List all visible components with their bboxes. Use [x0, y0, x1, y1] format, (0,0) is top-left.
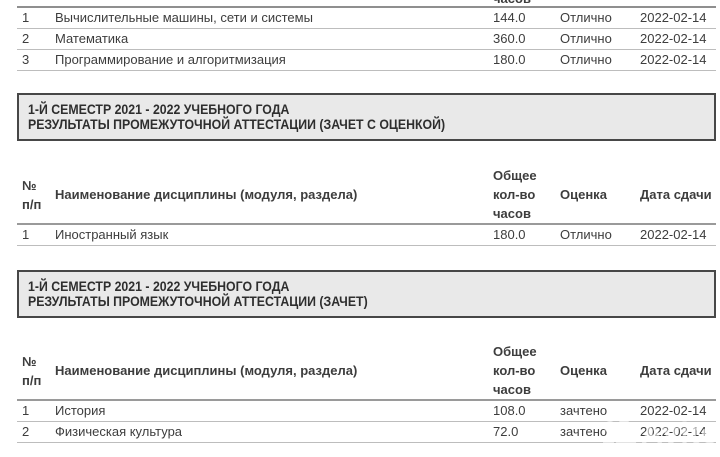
grade-value: Отлично: [560, 52, 612, 67]
date-value: 2022-02-14: [640, 10, 707, 25]
col-hours-line: Общее: [493, 344, 537, 359]
row-number: 2: [22, 424, 30, 439]
grade-value: зачтено: [560, 403, 608, 418]
date-value: 2022-02-14: [640, 424, 707, 439]
date-value: 2022-02-14: [640, 31, 707, 46]
col-grade: Оценка: [560, 363, 607, 378]
section-title-pass: 1-Й СЕМЕСТР 2021 - 2022 УЧЕБНОГО ГОДА РЕ…: [17, 270, 716, 318]
grade-value: Отлично: [560, 31, 612, 46]
col-num: № п/п: [17, 176, 55, 214]
hours-value: 360.0: [493, 31, 526, 46]
discipline-name: Вычислительные машины, сети и системы: [55, 10, 313, 25]
col-date: Дата сдачи: [640, 187, 712, 202]
col-hours-line: Общее: [493, 168, 537, 183]
table-row: 2 Физическая культура 72.0 зачтено 2022-…: [17, 422, 716, 443]
col-discipline: Наименование дисциплины (модуля, раздела…: [55, 187, 358, 202]
row-number: 1: [22, 10, 30, 25]
section-title-line: 1-Й СЕМЕСТР 2021 - 2022 УЧЕБНОГО ГОДА: [28, 102, 714, 117]
col-num-line: №: [22, 177, 37, 193]
partial-hours-label: часов: [493, 0, 531, 6]
section-title-line: 1-Й СЕМЕСТР 2021 - 2022 УЧЕБНОГО ГОДА: [28, 279, 714, 294]
table-row: 1 Иностранный язык 180.0 Отлично 2022-02…: [17, 225, 716, 246]
table-header-row: № п/п Наименование дисциплины (модуля, р…: [17, 166, 716, 225]
document-content: часов 1 Вычислительные машины, сети и си…: [17, 0, 716, 443]
grade-value: зачтено: [560, 424, 608, 439]
date-value: 2022-02-14: [640, 403, 707, 418]
row-number: 2: [22, 31, 30, 46]
col-num-line: п/п: [22, 196, 42, 212]
col-hours-line: кол-во: [493, 363, 536, 378]
top-table-partial-header: часов: [17, 0, 716, 8]
hours-value: 180.0: [493, 227, 526, 242]
table-row: 3 Программирование и алгоритмизация 180.…: [17, 50, 716, 71]
date-value: 2022-02-14: [640, 52, 707, 67]
col-num: № п/п: [17, 352, 55, 390]
section-title-graded: 1-Й СЕМЕСТР 2021 - 2022 УЧЕБНОГО ГОДА РЕ…: [17, 93, 716, 141]
col-hours-line: часов: [493, 206, 531, 221]
col-hours: Общее кол-во часов: [493, 342, 560, 399]
section-title-line: РЕЗУЛЬТАТЫ ПРОМЕЖУТОЧНОЙ АТТЕСТАЦИИ (ЗАЧ…: [28, 294, 714, 309]
discipline-name: Математика: [55, 31, 129, 46]
hours-value: 108.0: [493, 403, 526, 418]
discipline-name: История: [55, 403, 106, 418]
grade-value: Отлично: [560, 10, 612, 25]
col-num-line: №: [22, 353, 37, 369]
col-discipline: Наименование дисциплины (модуля, раздела…: [55, 363, 358, 378]
discipline-name: Физическая культура: [55, 424, 183, 439]
col-date: Дата сдачи: [640, 363, 712, 378]
section-title-text: 1-Й СЕМЕСТР 2021 - 2022 УЧЕБНОГО ГОДА: [28, 278, 290, 294]
col-num-line: п/п: [22, 372, 42, 388]
table-row: 1 История 108.0 зачтено 2022-02-14: [17, 401, 716, 422]
row-number: 1: [22, 227, 30, 242]
table-row: 2 Математика 360.0 Отлично 2022-02-14: [17, 29, 716, 50]
row-number: 1: [22, 403, 30, 418]
section-title-line: РЕЗУЛЬТАТЫ ПРОМЕЖУТОЧНОЙ АТТЕСТАЦИИ (ЗАЧ…: [28, 117, 714, 132]
hours-value: 180.0: [493, 52, 526, 67]
table-row: 1 Вычислительные машины, сети и системы …: [17, 8, 716, 29]
discipline-name: Программирование и алгоритмизация: [55, 52, 286, 67]
discipline-name: Иностранный язык: [55, 227, 169, 242]
section-title-text: 1-Й СЕМЕСТР 2021 - 2022 УЧЕБНОГО ГОДА: [28, 101, 290, 117]
hours-value: 144.0: [493, 10, 526, 25]
row-number: 3: [22, 52, 30, 67]
table-header-row: № п/п Наименование дисциплины (модуля, р…: [17, 342, 716, 401]
section-title-text: РЕЗУЛЬТАТЫ ПРОМЕЖУТОЧНОЙ АТТЕСТАЦИИ (ЗАЧ…: [28, 293, 368, 309]
col-grade: Оценка: [560, 187, 607, 202]
col-hours-line: часов: [493, 382, 531, 397]
col-hours: Общее кол-во часов: [493, 166, 560, 223]
hours-value: 72.0: [493, 424, 519, 439]
col-hours-line: кол-во: [493, 187, 536, 202]
section-title-text: РЕЗУЛЬТАТЫ ПРОМЕЖУТОЧНОЙ АТТЕСТАЦИИ (ЗАЧ…: [28, 116, 446, 132]
grade-value: Отлично: [560, 227, 612, 242]
date-value: 2022-02-14: [640, 227, 707, 242]
